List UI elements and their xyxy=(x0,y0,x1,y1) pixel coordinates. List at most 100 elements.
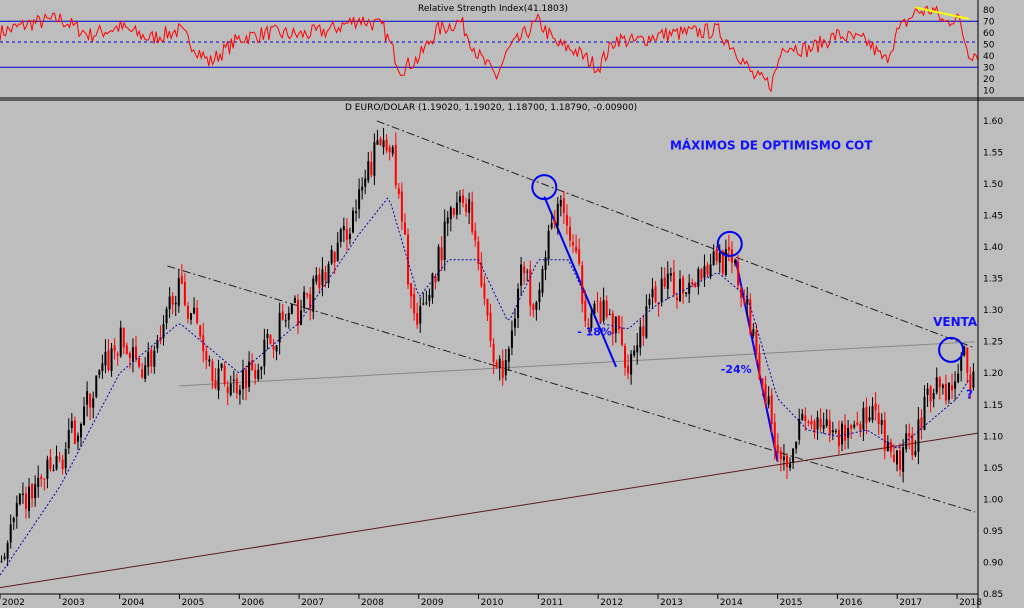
x-tick-label: 2006 xyxy=(241,598,264,608)
candle-body xyxy=(150,349,153,367)
candle-body xyxy=(257,369,260,380)
candle-body xyxy=(449,207,452,220)
x-tick-label: 2017 xyxy=(899,598,922,608)
candle-body xyxy=(153,350,156,367)
candle-body xyxy=(40,476,43,479)
candle-body xyxy=(131,347,134,362)
candle-body xyxy=(746,298,749,305)
candle-body xyxy=(61,459,64,470)
candle-body xyxy=(46,459,49,479)
candle-body xyxy=(248,361,251,388)
candle-body xyxy=(813,421,816,433)
candle-body xyxy=(452,208,455,215)
candle-body xyxy=(630,353,633,375)
candle-body xyxy=(110,348,113,372)
candle-body xyxy=(804,415,807,421)
candle-body xyxy=(755,330,758,354)
candle-body xyxy=(498,358,501,369)
candle-body xyxy=(960,356,963,371)
candle-body xyxy=(957,373,960,383)
candle-body xyxy=(911,434,914,456)
candle-body xyxy=(614,316,617,334)
candle-body xyxy=(620,327,623,345)
candle-body xyxy=(168,296,171,310)
candle-body xyxy=(645,306,648,338)
candle-body xyxy=(792,448,795,463)
rsi-tick-label: 60 xyxy=(983,29,995,39)
candle-body xyxy=(434,275,437,283)
candle-body xyxy=(468,199,471,213)
candle-body xyxy=(712,251,715,265)
candle-body xyxy=(605,300,608,317)
price-tick-label: 1.20 xyxy=(983,369,1003,379)
candle-body xyxy=(324,272,327,281)
x-tick-label: 2012 xyxy=(600,598,623,608)
candle-body xyxy=(465,204,468,213)
candle-body xyxy=(507,348,510,362)
candle-body xyxy=(822,424,825,429)
candle-body xyxy=(718,252,721,263)
candle-body xyxy=(171,295,174,305)
candle-body xyxy=(688,282,691,294)
x-tick-label: 2011 xyxy=(540,598,563,608)
candle-body xyxy=(437,246,440,282)
candle-body xyxy=(0,561,3,563)
candle-body xyxy=(590,313,593,328)
candle-body xyxy=(850,425,853,429)
candle-body xyxy=(208,359,211,362)
candle-body xyxy=(348,234,351,240)
candle-body xyxy=(868,417,871,421)
candle-body xyxy=(312,278,315,312)
candle-body xyxy=(840,423,843,445)
candle-body xyxy=(905,433,908,450)
candle-body xyxy=(92,398,95,408)
trendline xyxy=(543,196,618,368)
candle-body xyxy=(825,419,828,426)
candle-body xyxy=(526,271,529,273)
candle-body xyxy=(694,283,697,288)
highlight-circle xyxy=(938,336,965,363)
x-tick-label: 2018 xyxy=(959,598,982,608)
candle-body xyxy=(193,307,196,314)
x-tick-label: 2016 xyxy=(839,598,862,608)
candle-body xyxy=(83,406,86,426)
candle-body xyxy=(471,201,474,232)
price-tick-label: 1.30 xyxy=(983,306,1003,316)
candle-body xyxy=(770,395,773,425)
candle-body xyxy=(422,303,425,305)
candle-body xyxy=(492,343,495,362)
candle-body xyxy=(758,354,761,380)
candle-body xyxy=(529,269,532,306)
candle-body xyxy=(385,139,388,151)
trendline xyxy=(376,120,976,349)
candle-body xyxy=(553,220,556,224)
candle-body xyxy=(862,408,865,430)
candle-body xyxy=(899,450,902,470)
rsi-tick-label: 10 xyxy=(983,86,995,96)
candle-body xyxy=(165,308,168,324)
candle-body xyxy=(685,292,688,294)
candle-body xyxy=(407,234,410,285)
candle-body xyxy=(287,312,290,320)
candle-body xyxy=(229,383,232,396)
candle-body xyxy=(49,456,52,470)
candle-body xyxy=(446,217,449,224)
candle-body xyxy=(532,304,535,311)
candle-body xyxy=(648,299,651,305)
highlight-circle xyxy=(716,230,743,257)
candle-body xyxy=(709,264,712,277)
candle-body xyxy=(749,299,752,335)
candle-body xyxy=(572,242,575,246)
price-tick-label: 1.55 xyxy=(983,148,1003,158)
price-tick-label: 1.40 xyxy=(983,243,1003,253)
candle-body xyxy=(315,274,318,282)
candle-body xyxy=(223,365,226,384)
candle-body xyxy=(355,211,358,214)
chart-annotation: MÁXIMOS DE OPTIMISMO COT xyxy=(670,137,873,152)
candle-body xyxy=(773,422,776,448)
x-tick-label: 2004 xyxy=(122,598,145,608)
candle-body xyxy=(89,393,92,408)
candle-body xyxy=(480,262,483,286)
candle-body xyxy=(245,369,248,389)
candle-body xyxy=(782,456,785,461)
